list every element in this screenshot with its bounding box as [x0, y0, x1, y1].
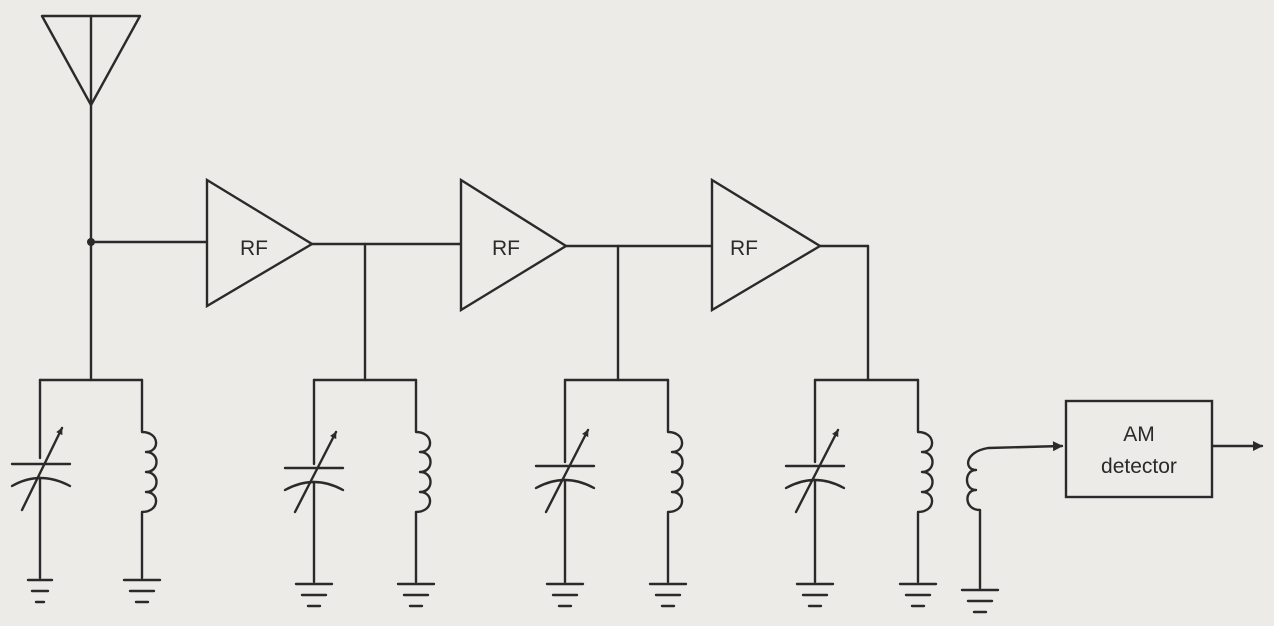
inductor-coil-icon: [666, 378, 684, 584]
variable-capacitor-arrow-icon: [794, 428, 840, 514]
inductor-coil-icon: [414, 378, 432, 584]
ground-icon: [898, 582, 938, 608]
coupling-coil: [960, 441, 1064, 614]
amplifier-label: RF: [240, 237, 268, 260]
variable-capacitor-arrow-icon: [293, 430, 338, 514]
ground-icon: [545, 582, 585, 608]
am-detector-block: AM detector: [1064, 399, 1264, 499]
pickup-coil-icon: [965, 441, 1064, 590]
tank-circuit-2: [283, 378, 436, 608]
detector-label-line1: AM: [1123, 423, 1155, 446]
amplifier-label: RF: [492, 237, 520, 260]
amplifier-label: RF: [730, 237, 758, 260]
rf-amplifier-1: RF: [205, 177, 315, 309]
variable-capacitor-arrow-icon: [20, 426, 64, 512]
detector-label-line2: detector: [1101, 455, 1177, 478]
rf-amplifier-3: RF: [710, 177, 823, 313]
ground-icon: [294, 582, 334, 608]
signal-wires: [89, 240, 870, 382]
ground-icon: [795, 582, 835, 608]
tank-circuit-3: [534, 378, 688, 608]
ground-icon: [960, 588, 1000, 614]
variable-capacitor-arrow-icon: [544, 428, 590, 514]
antenna-icon: [40, 14, 142, 382]
rf-amplifier-2: RF: [459, 177, 569, 313]
tank-circuit-1: [10, 378, 162, 604]
ground-icon: [648, 582, 688, 608]
ground-icon: [122, 578, 162, 604]
inductor-coil-icon: [916, 378, 934, 584]
inductor-coil-icon: [140, 378, 158, 580]
tank-circuit-4: [784, 378, 938, 608]
ground-icon: [396, 582, 436, 608]
ground-icon: [26, 578, 54, 604]
